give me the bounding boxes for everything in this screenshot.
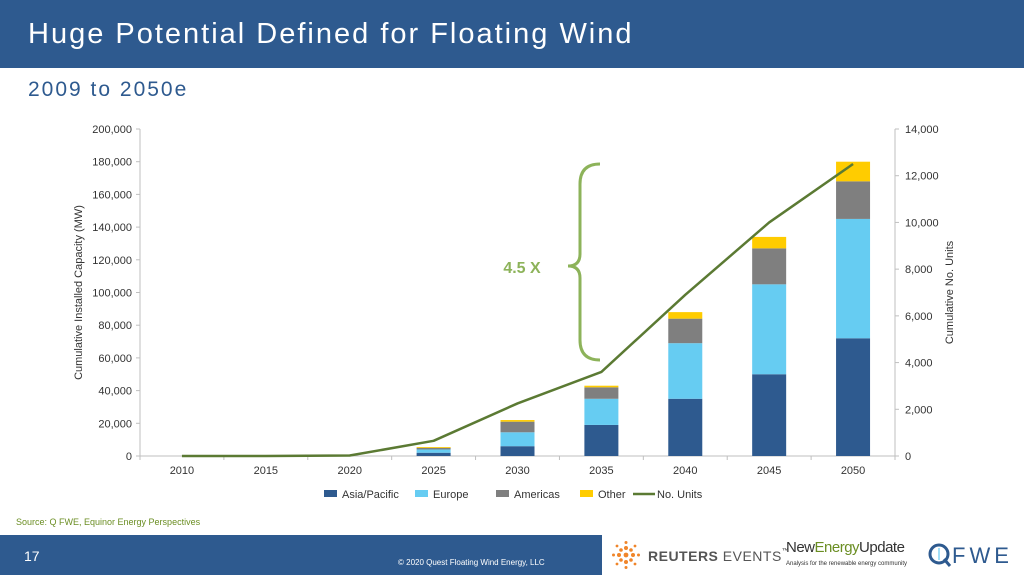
neu-tagline: Analysis for the renewable energy commun… xyxy=(786,561,908,567)
y-tick-label: 80,000 xyxy=(98,320,132,332)
reuters-bold: REUTERS xyxy=(648,548,719,564)
source-note: Source: Q FWE, Equinor Energy Perspectiv… xyxy=(16,517,201,527)
bar-europe xyxy=(584,398,619,425)
y-tick-label: 200,000 xyxy=(92,124,132,136)
x-tick-label: 2035 xyxy=(589,465,613,477)
bar-americas xyxy=(836,181,871,219)
slide-title: Huge Potential Defined for Floating Wind xyxy=(28,18,634,50)
y-tick-label: 140,000 xyxy=(92,222,132,234)
bar-europe xyxy=(836,218,871,339)
trademark: ™ xyxy=(781,548,790,555)
bar-other xyxy=(584,385,619,388)
reuters-dot-circle-icon xyxy=(612,541,640,569)
neu-energy: Energy xyxy=(814,539,860,556)
page-number: 17 xyxy=(24,548,40,564)
x-tick-label: 2010 xyxy=(170,465,194,477)
bar-americas xyxy=(500,421,535,433)
bar-other xyxy=(416,447,451,448)
legend-swatch xyxy=(415,490,428,497)
reuters-events-logo: REUTERS EVENTS™ xyxy=(610,540,789,570)
bar-other xyxy=(500,420,535,422)
y-right-tick-label: 0 xyxy=(905,451,911,463)
bar-americas xyxy=(584,387,619,399)
bar-asia-pacific xyxy=(668,398,703,456)
y-right-tick-label: 10,000 xyxy=(905,217,939,229)
y-tick-label: 120,000 xyxy=(92,255,132,267)
bar-europe xyxy=(500,432,535,447)
bar-asia-pacific xyxy=(836,338,871,456)
x-tick-label: 2030 xyxy=(505,465,529,477)
bar-americas xyxy=(752,248,787,285)
units-line-group xyxy=(181,163,854,458)
y-tick-label: 0 xyxy=(126,451,132,463)
y-tick-label: 40,000 xyxy=(98,386,132,398)
neu-wordmark: NewEnergyUpdate xyxy=(786,539,905,556)
bar-europe xyxy=(668,343,703,399)
x-tick-label: 2025 xyxy=(421,465,445,477)
capacity-chart: Cumulative Installed Capacity (MW) Cumula… xyxy=(73,124,956,501)
curly-brace xyxy=(567,162,601,362)
neu-new: New xyxy=(786,539,815,556)
y-tick-label: 100,000 xyxy=(92,288,132,300)
legend-label: Asia/Pacific xyxy=(342,489,399,501)
annotation-group: 4.5 X xyxy=(503,162,601,362)
x-tick-label: 2045 xyxy=(757,465,781,477)
bar-other xyxy=(752,236,787,249)
y-axis-label: Cumulative Installed Capacity (MW) xyxy=(73,205,85,380)
y-tick-label: 60,000 xyxy=(98,353,132,365)
bar-asia-pacific xyxy=(416,452,451,456)
bar-europe xyxy=(416,449,451,453)
legend-label: No. Units xyxy=(657,489,703,501)
slide-subtitle: 2009 to 2050e xyxy=(28,78,189,101)
bar-europe xyxy=(752,284,787,375)
bar-asia-pacific xyxy=(500,446,535,456)
legend-swatch xyxy=(496,490,509,497)
x-tick-label: 2050 xyxy=(841,465,865,477)
y-right-tick-label: 12,000 xyxy=(905,171,939,183)
reuters-events: EVENTS xyxy=(722,548,782,564)
y-right-tick-label: 14,000 xyxy=(905,124,939,136)
y-right-tick-label: 4,000 xyxy=(905,358,933,370)
y-tick-label: 180,000 xyxy=(92,157,132,169)
y-tick-label: 160,000 xyxy=(92,189,132,201)
x-tick-label: 2040 xyxy=(673,465,697,477)
y-tick-label: 20,000 xyxy=(98,418,132,430)
reuters-wordmark: REUTERS EVENTS™ xyxy=(648,548,789,564)
legend-label: Other xyxy=(598,489,626,501)
x-tick-label: 2015 xyxy=(254,465,278,477)
bars-group xyxy=(416,161,871,456)
header-bar xyxy=(0,0,1024,68)
bar-americas xyxy=(416,447,451,450)
bar-asia-pacific xyxy=(584,424,619,456)
units-line xyxy=(181,163,854,458)
bar-asia-pacific xyxy=(752,374,787,456)
copyright-text: © 2020 Quest Floating Wind Energy, LLC xyxy=(398,558,545,567)
y-axis-label-group: Cumulative Installed Capacity (MW) Cumula… xyxy=(73,205,956,380)
bar-americas xyxy=(668,318,703,344)
bar-other xyxy=(836,161,871,182)
x-tick-label: 2020 xyxy=(337,465,361,477)
growth-annotation-label: 4.5 X xyxy=(503,260,541,277)
qfwe-logo: FWE xyxy=(928,540,1018,570)
new-energy-update-logo: NewEnergyUpdate Analysis for the renewab… xyxy=(786,539,916,573)
footer-band xyxy=(0,535,602,575)
legend-label: Americas xyxy=(514,489,560,501)
legend-label: Europe xyxy=(433,489,468,501)
legend: Asia/Pacific Europe Americas Other No. Units xyxy=(324,489,703,501)
fwe-wordmark: FWE xyxy=(952,543,1013,568)
y-right-tick-label: 6,000 xyxy=(905,311,933,323)
neu-update: Update xyxy=(859,539,905,556)
y-right-tick-label: 2,000 xyxy=(905,404,933,416)
y-right-tick-label: 8,000 xyxy=(905,264,933,276)
y-axis-label-right: Cumulative No. Units xyxy=(944,240,956,344)
legend-swatch xyxy=(324,490,337,497)
bar-other xyxy=(668,312,703,319)
q-windmill-icon xyxy=(928,543,952,567)
legend-swatch xyxy=(580,490,593,497)
